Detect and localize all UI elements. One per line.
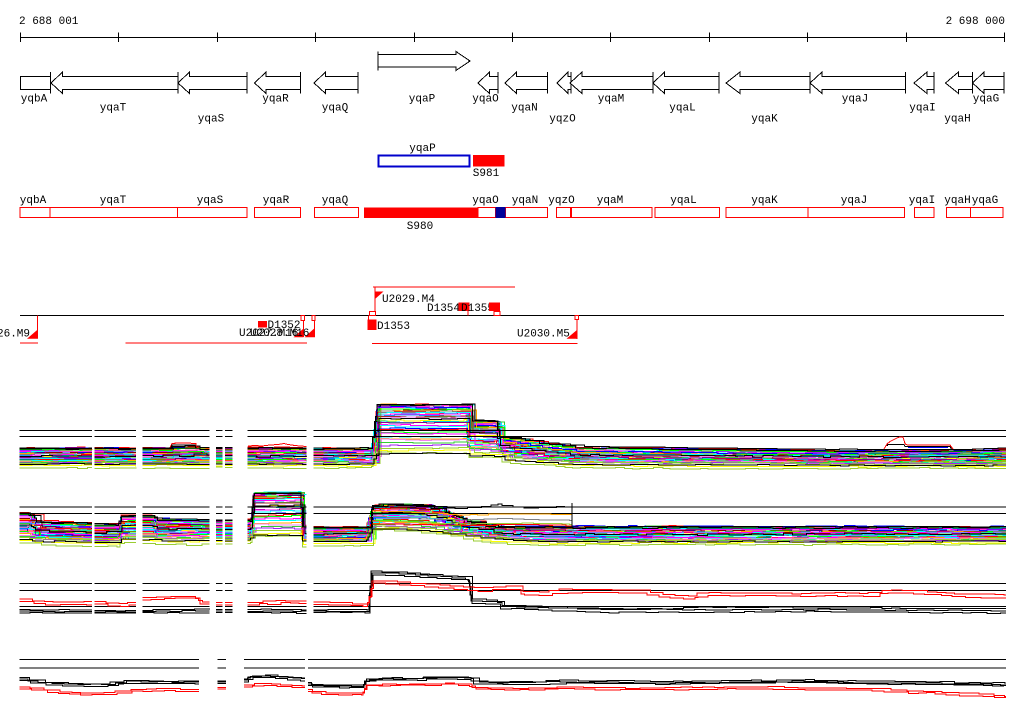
svg-text:D1352: D1352 (268, 320, 301, 332)
svg-text:26.M9: 26.M9 (0, 329, 30, 341)
svg-text:S981: S981 (473, 168, 500, 180)
svg-text:S980: S980 (407, 221, 433, 233)
svg-text:yqzO: yqzO (548, 195, 575, 207)
svg-text:U2027.M16: U2027.M16 (239, 328, 298, 340)
svg-text:D1355: D1355 (461, 303, 494, 315)
svg-text:yqaQ: yqaQ (322, 195, 349, 207)
svg-text:yqaP: yqaP (409, 143, 436, 155)
svg-text:yqaJ: yqaJ (842, 94, 868, 106)
svg-text:yqaR: yqaR (262, 94, 289, 106)
svg-text:U2028.M16: U2028.M16 (250, 328, 309, 340)
svg-text:yqaG: yqaG (972, 195, 998, 207)
svg-text:yqaI: yqaI (909, 103, 935, 115)
svg-text:yqaR: yqaR (263, 195, 290, 207)
svg-text:D1353: D1353 (377, 321, 410, 333)
svg-text:yqaT: yqaT (100, 195, 127, 207)
svg-text:yqzO: yqzO (549, 114, 576, 126)
svg-text:yqaL: yqaL (670, 195, 696, 207)
svg-text:yqaQ: yqaQ (322, 103, 349, 115)
svg-text:yqaH: yqaH (944, 195, 970, 207)
svg-text:2 698 000: 2 698 000 (946, 16, 1005, 28)
svg-text:yqbA: yqbA (21, 94, 48, 106)
svg-text:yqaO: yqaO (472, 94, 499, 106)
svg-text:yqaG: yqaG (973, 94, 999, 106)
svg-text:yqaP: yqaP (409, 94, 436, 106)
svg-text:yqaK: yqaK (751, 195, 778, 207)
svg-text:U2029.M4: U2029.M4 (382, 294, 435, 306)
svg-text:yqaL: yqaL (669, 103, 695, 115)
svg-text:U2030.M5: U2030.M5 (517, 329, 570, 341)
svg-text:yqaK: yqaK (751, 114, 778, 126)
svg-text:yqaS: yqaS (198, 114, 225, 126)
svg-text:yqaT: yqaT (100, 103, 127, 115)
svg-text:yqaS: yqaS (197, 195, 224, 207)
svg-text:yqaN: yqaN (512, 195, 538, 207)
svg-text:yqbA: yqbA (20, 195, 47, 207)
svg-text:yqaM: yqaM (598, 94, 624, 106)
svg-text:yqaJ: yqaJ (841, 195, 867, 207)
svg-text:2 688 001: 2 688 001 (19, 16, 79, 28)
svg-text:yqaO: yqaO (472, 195, 499, 207)
svg-text:yqaN: yqaN (511, 103, 537, 115)
svg-text:D1354: D1354 (427, 303, 460, 315)
svg-text:yqaM: yqaM (597, 195, 623, 207)
svg-text:yqaH: yqaH (944, 114, 970, 126)
svg-text:yqaI: yqaI (909, 195, 935, 207)
